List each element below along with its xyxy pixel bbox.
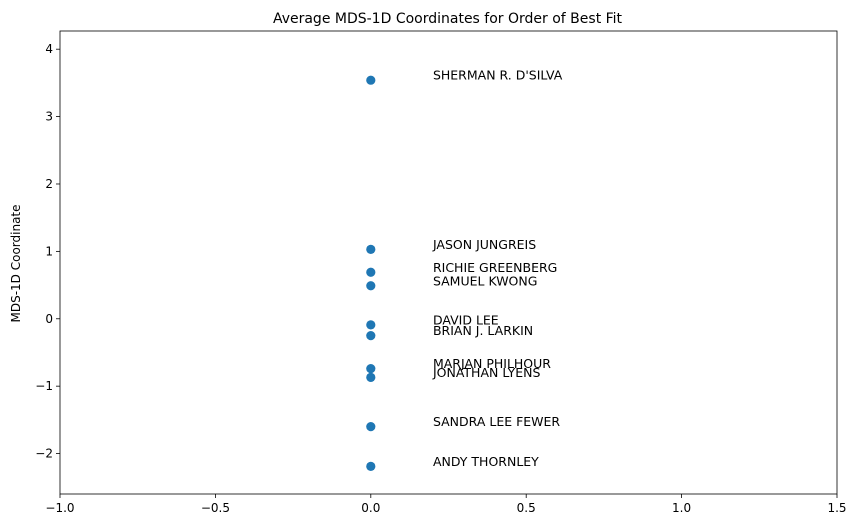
data-point [366, 331, 376, 341]
y-tick-label: 1 [45, 244, 53, 258]
data-point [366, 372, 376, 383]
point-label: RICHIE GREENBERG [433, 260, 557, 275]
data-points [366, 75, 376, 471]
x-tick-label: −0.5 [201, 501, 230, 515]
x-tick-label: 1.5 [827, 501, 846, 515]
point-label: JONATHAN LYENS [432, 365, 541, 380]
y-axis-label: MDS-1D Coordinate [9, 204, 23, 322]
y-tick-label: −2 [35, 447, 53, 461]
y-tick-label: −1 [35, 379, 53, 393]
data-point [366, 267, 376, 277]
point-label: ANDY THORNLEY [433, 454, 539, 469]
data-point [366, 461, 376, 471]
point-label: SHERMAN R. D'SILVA [433, 68, 563, 83]
plot-area [59, 30, 838, 495]
point-label: BRIAN J. LARKIN [433, 323, 533, 338]
point-label: JASON JUNGREIS [432, 237, 536, 252]
x-tick-label: 1.0 [672, 501, 691, 515]
data-point [366, 281, 376, 291]
data-point [366, 75, 376, 85]
y-tick-label: 2 [45, 177, 53, 191]
point-label: MARJAN PHILHOUR [433, 356, 551, 371]
x-tick-label: 0.5 [517, 501, 536, 515]
point-label: SANDRA LEE FEWER [433, 414, 560, 429]
y-tick-label: 4 [45, 42, 53, 56]
y-tick-label: 3 [45, 110, 53, 124]
point-label: DAVID LEE [433, 312, 499, 327]
chart-title: Average MDS-1D Coordinates for Order of … [273, 11, 623, 27]
data-point [366, 364, 376, 374]
x-tick-label: −1.0 [45, 501, 74, 515]
x-axis: −1.0 −0.5 0.0 0.5 1.0 1.5 [45, 494, 847, 515]
data-point [366, 422, 376, 432]
data-point [366, 244, 376, 254]
y-axis: −2 −1 0 1 2 3 4 [35, 42, 60, 461]
point-label: SAMUEL KWONG [433, 273, 537, 288]
x-tick-label: 0.0 [361, 501, 380, 515]
point-labels: SHERMAN R. D'SILVA JASON JUNGREIS RICHIE G… [432, 68, 563, 469]
plot-frame [59, 30, 838, 495]
data-point [366, 320, 376, 330]
y-tick-label: 0 [45, 312, 53, 326]
